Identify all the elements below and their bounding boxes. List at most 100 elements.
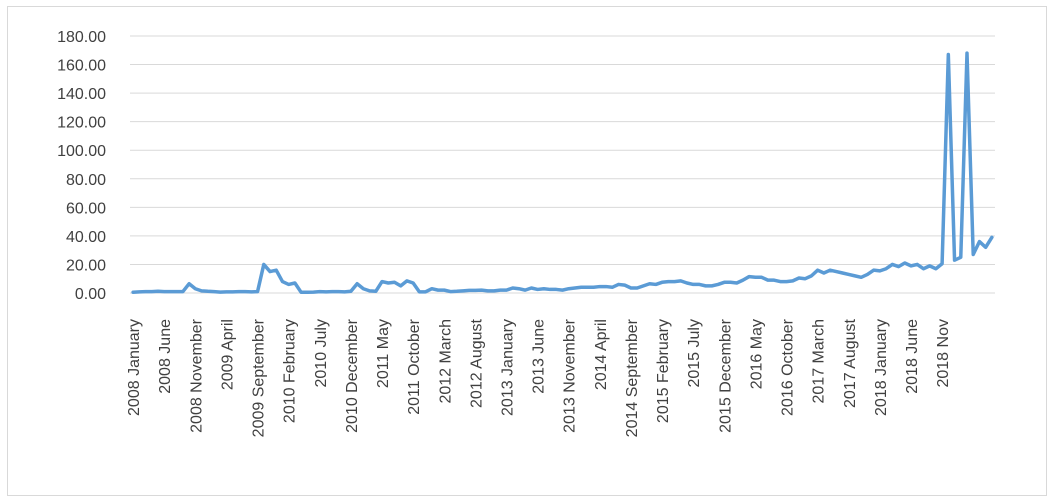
y-tick-label: 160.00 xyxy=(57,58,106,75)
data-point xyxy=(760,275,764,279)
data-point xyxy=(169,290,173,294)
data-point xyxy=(666,280,670,284)
data-point xyxy=(561,288,565,292)
data-point xyxy=(953,258,957,262)
data-point xyxy=(915,263,919,267)
data-point xyxy=(324,290,328,294)
data-point xyxy=(897,265,901,269)
x-tick-label: 2017 August xyxy=(842,318,859,408)
x-tick-label: 2008 January xyxy=(126,319,143,416)
data-point xyxy=(617,283,621,287)
x-tick-label: 2013 June xyxy=(531,319,548,394)
data-point xyxy=(586,285,590,289)
data-point xyxy=(623,283,627,287)
data-point xyxy=(318,290,322,294)
data-point xyxy=(704,284,708,288)
data-point xyxy=(959,256,963,260)
y-tick-label: 0.00 xyxy=(75,286,106,303)
data-point xyxy=(853,274,857,278)
data-point xyxy=(430,287,434,291)
y-tick-label: 40.00 xyxy=(66,229,106,246)
data-point xyxy=(648,282,652,286)
data-point xyxy=(480,288,484,292)
x-tick-label: 2012 August xyxy=(468,318,485,408)
data-point xyxy=(312,290,316,294)
data-point xyxy=(735,281,739,285)
y-tick-label: 180.00 xyxy=(57,29,106,46)
data-point xyxy=(971,253,975,257)
data-point xyxy=(797,276,801,280)
data-point xyxy=(654,283,658,287)
data-point xyxy=(212,290,216,294)
data-point xyxy=(722,280,726,284)
data-point xyxy=(237,290,241,294)
y-tick-label: 120.00 xyxy=(57,115,106,132)
data-point xyxy=(909,264,913,268)
data-point xyxy=(374,289,378,293)
data-point xyxy=(138,290,142,294)
data-point xyxy=(828,268,832,272)
data-point xyxy=(418,290,422,294)
x-tick-label: 2011 May xyxy=(375,319,392,388)
data-point xyxy=(884,267,888,271)
data-point xyxy=(928,264,932,268)
data-point xyxy=(306,290,310,294)
data-point xyxy=(150,290,154,294)
data-point xyxy=(511,286,515,290)
y-tick-label: 20.00 xyxy=(66,257,106,274)
data-point xyxy=(859,275,863,279)
data-point xyxy=(243,290,247,294)
data-point xyxy=(716,283,720,287)
data-point xyxy=(635,286,639,290)
data-point xyxy=(442,288,446,292)
data-point xyxy=(486,289,490,293)
data-point xyxy=(250,290,254,294)
data-point xyxy=(710,284,714,288)
data-point xyxy=(368,289,372,293)
data-point xyxy=(573,286,577,290)
data-point xyxy=(554,288,558,292)
data-point xyxy=(766,278,770,282)
data-point xyxy=(268,270,272,274)
data-point xyxy=(218,290,222,294)
data-point xyxy=(891,263,895,267)
data-point xyxy=(411,281,415,285)
data-point xyxy=(343,290,347,294)
data-point xyxy=(835,270,839,274)
data-point xyxy=(523,288,527,292)
x-tick-label: 2018 January xyxy=(873,319,890,416)
data-point xyxy=(872,268,876,272)
data-point xyxy=(492,289,496,293)
series-line xyxy=(131,51,994,295)
data-point xyxy=(791,279,795,283)
data-point xyxy=(822,271,826,275)
data-point xyxy=(474,289,478,293)
x-tick-label: 2010 July xyxy=(313,319,330,388)
data-point xyxy=(181,290,185,294)
data-point xyxy=(803,277,807,281)
y-tick-label: 80.00 xyxy=(66,172,106,189)
data-point xyxy=(349,289,353,293)
data-point xyxy=(741,278,745,282)
data-point xyxy=(542,287,546,291)
data-point xyxy=(287,283,291,287)
data-point xyxy=(455,289,459,293)
x-tick-label: 2013 November xyxy=(562,318,579,433)
data-point xyxy=(642,284,646,288)
data-point xyxy=(866,273,870,277)
data-point xyxy=(978,240,982,244)
data-point xyxy=(355,282,359,286)
data-point xyxy=(337,290,341,294)
data-point xyxy=(772,278,776,282)
x-tick-label: 2012 March xyxy=(437,319,454,404)
data-point xyxy=(841,271,845,275)
x-tick-label: 2010 February xyxy=(282,319,299,423)
data-point xyxy=(380,280,384,284)
data-point xyxy=(362,287,366,291)
data-point xyxy=(175,290,179,294)
data-point xyxy=(200,289,204,293)
data-point xyxy=(903,261,907,265)
data-point xyxy=(517,287,521,291)
x-tick-label: 2016 October xyxy=(780,318,797,416)
